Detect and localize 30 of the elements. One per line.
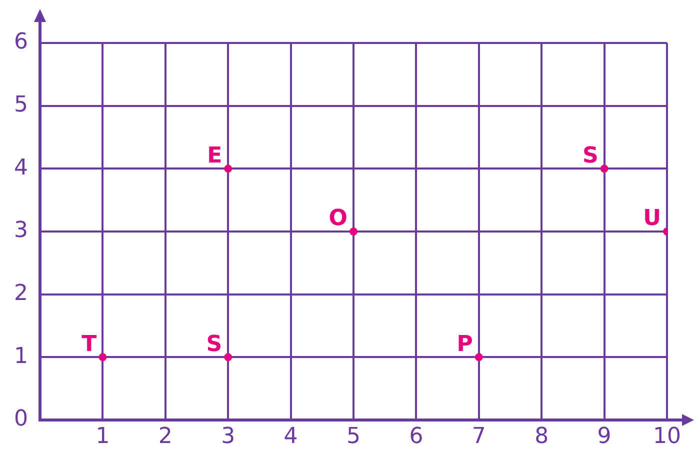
y-tick-label: 5 (14, 92, 28, 118)
y-tick-label: 6 (14, 30, 28, 55)
point (98, 353, 107, 362)
y-tick-label: 3 (14, 218, 28, 244)
annotation: P (456, 332, 473, 357)
x-tick-label: 8 (534, 424, 549, 449)
point (474, 353, 483, 362)
annotation: S (582, 143, 598, 168)
annotation: S (206, 332, 222, 357)
x-tick-label: 4 (284, 424, 298, 449)
y-tick-label: 4 (14, 155, 28, 180)
y-tick-label: 0 (14, 406, 28, 432)
x-tick-label: 2 (158, 424, 172, 449)
x-tick-label: 3 (221, 424, 236, 449)
point (600, 164, 608, 173)
x-tick-label: 7 (472, 424, 486, 449)
y-tick-label: 2 (14, 281, 28, 306)
point (350, 228, 358, 236)
annotation: U (643, 206, 661, 232)
annotation: O (328, 206, 348, 232)
x-tick-label: 5 (346, 424, 360, 449)
annotation: T (82, 332, 97, 357)
point (224, 353, 232, 362)
x-tick-label: 1 (96, 424, 110, 449)
annotation: E (207, 143, 222, 168)
x-tick-label: 10 (653, 424, 681, 449)
point (224, 164, 232, 173)
x-tick-label: 9 (597, 424, 612, 449)
x-tick-label: 6 (409, 424, 424, 449)
y-tick-label: 1 (14, 344, 28, 369)
